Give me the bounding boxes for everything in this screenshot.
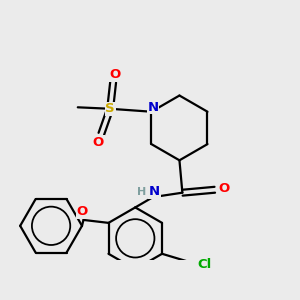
Text: N: N bbox=[147, 101, 158, 114]
Text: O: O bbox=[93, 136, 104, 148]
Text: S: S bbox=[105, 102, 115, 115]
Text: O: O bbox=[218, 182, 229, 195]
Text: Cl: Cl bbox=[198, 258, 212, 271]
Text: O: O bbox=[109, 68, 120, 81]
Text: H: H bbox=[136, 187, 146, 197]
Text: O: O bbox=[76, 205, 88, 218]
Text: N: N bbox=[149, 185, 160, 198]
